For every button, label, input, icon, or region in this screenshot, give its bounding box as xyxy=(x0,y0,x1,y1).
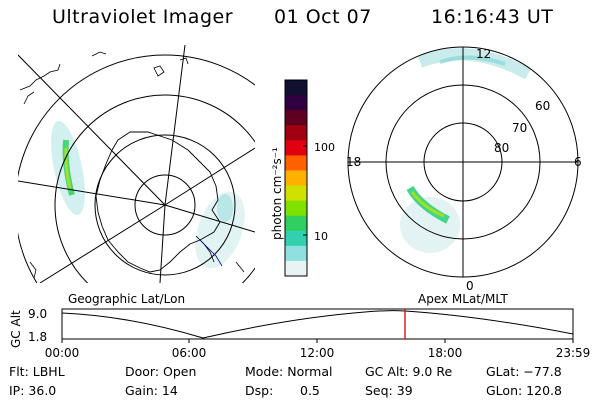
date-label: 01 Oct 07 xyxy=(274,6,372,28)
colorbar-segment xyxy=(285,80,307,96)
mlt-label-0: 0 xyxy=(466,279,474,293)
colorbar-tick-100: 100 xyxy=(314,141,335,154)
continent-outline xyxy=(95,131,221,273)
glon-readout: GLon: 120.8 xyxy=(486,383,562,398)
mode-readout: Mode: Normal xyxy=(245,364,333,379)
timeline-axis-title: GC Alt xyxy=(9,310,23,348)
geographic-panel-label: Geographic Lat/Lon xyxy=(68,292,186,306)
x-tick-1800: 18:00 xyxy=(428,346,463,360)
mlat-label-70: 70 xyxy=(512,121,527,135)
mlt-label-12: 12 xyxy=(476,47,491,61)
x-tick-0000: 00:00 xyxy=(45,346,80,360)
apex-polar-panel: 12 18 6 0 60 70 80 xyxy=(346,46,582,293)
colorbar-segment xyxy=(285,125,307,141)
x-tick-1200: 12:00 xyxy=(300,346,335,360)
colorbar-segment xyxy=(285,245,307,262)
orbit-timeline: GC Alt 9.0 1.8 00:00 06:00 12:00 18:00 2… xyxy=(9,307,590,360)
apex-panel-label: Apex MLat/MLT xyxy=(418,292,508,306)
dsp-label: Dsp: xyxy=(245,383,274,398)
geographic-map-panel xyxy=(18,45,255,283)
colorbar-segment xyxy=(285,260,307,277)
aurora-glow-apex-top xyxy=(417,48,531,80)
colorbar-frame xyxy=(284,79,308,277)
x-tick-2359: 23:59 xyxy=(556,346,591,360)
dsp-value: 0.5 xyxy=(300,383,320,398)
colorbar-segment xyxy=(285,170,307,187)
ip-readout: IP: 36.0 xyxy=(9,383,57,398)
colorbar-segment xyxy=(285,155,307,171)
colorbar-segment xyxy=(285,140,307,156)
instrument-title: Ultraviolet Imager xyxy=(52,6,234,28)
colorbar-segment xyxy=(285,185,307,202)
gain-readout: Gain: 14 xyxy=(125,383,178,398)
colorbar-segment xyxy=(285,230,307,247)
seq-readout: Seq: 39 xyxy=(365,383,413,398)
gc-alt-readout: GC Alt: 9.0 Re xyxy=(365,364,453,379)
mlat-label-60: 60 xyxy=(535,99,550,113)
y-tick-1-8: 1.8 xyxy=(28,330,47,344)
mlt-label-18: 18 xyxy=(346,155,361,169)
longitude-lines xyxy=(18,45,255,283)
colorbar-segment xyxy=(285,200,307,217)
filter-readout: Flt: LBHL xyxy=(9,364,65,379)
colorbar-segment xyxy=(285,95,307,111)
y-tick-9: 9.0 xyxy=(28,307,47,321)
colorbar-tick-10: 10 xyxy=(314,230,328,243)
colorbar-unit-label: photon cm⁻²s⁻¹ xyxy=(270,147,284,240)
time-label: 16:16:43 UT xyxy=(431,6,554,28)
altitude-curve xyxy=(61,310,574,339)
colorbar-segment xyxy=(285,215,307,232)
door-readout: Door: Open xyxy=(125,364,197,379)
glat-readout: GLat: −77.8 xyxy=(486,364,562,379)
x-tick-0600: 06:00 xyxy=(172,346,207,360)
mlt-label-6: 6 xyxy=(574,155,582,169)
mlat-label-80: 80 xyxy=(494,141,509,155)
colorbar xyxy=(284,79,308,277)
colorbar-segment xyxy=(285,110,307,126)
